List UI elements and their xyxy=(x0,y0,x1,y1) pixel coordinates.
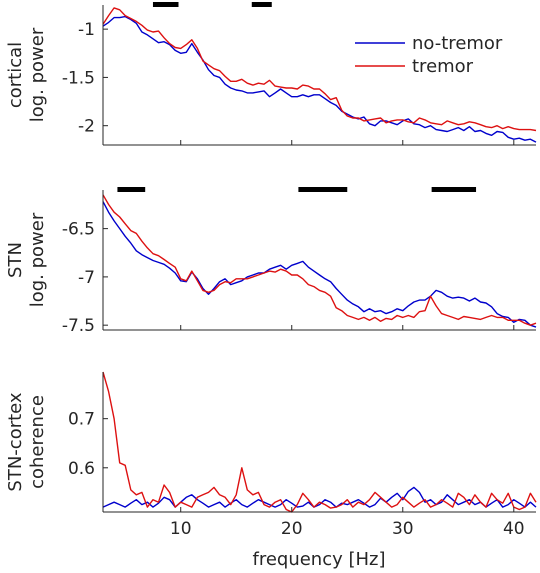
panel-coherence: STN-cortex coherence 0.6 0.7 10 20 30 40 fre… xyxy=(5,371,537,570)
significance-bar-stn-2 xyxy=(431,187,477,192)
x-ticks-stn xyxy=(180,325,515,330)
y-tick-label-cortical-2: -2 xyxy=(78,117,95,137)
series-line-cortical-tremor xyxy=(102,7,537,132)
y-ticks-cortical: -1 -1.5 -2 xyxy=(62,20,108,137)
series-line-cortical-no-tremor xyxy=(102,15,537,143)
y-tick-label-stn-2: -7.5 xyxy=(62,316,95,336)
x-tick-label-1: 20 xyxy=(281,519,303,539)
x-tick-label-0: 10 xyxy=(170,519,192,539)
legend: no-tremor tremor xyxy=(355,33,503,77)
ylabel-stn-line1: STN xyxy=(5,242,26,278)
x-tick-label-3: 40 xyxy=(503,519,525,539)
y-tick-label-stn-0: -6.5 xyxy=(62,220,95,240)
series-line-coherence-tremor xyxy=(102,371,537,513)
ylabel-coherence-line2: coherence xyxy=(27,395,48,489)
y-ticks-stn: -6.5 -7 -7.5 xyxy=(62,220,108,336)
significance-bars-cortical xyxy=(152,2,272,7)
panel-stn: STN log. power -6.5 -7 -7.5 xyxy=(5,187,537,336)
ylabel-cortical-line2: log. power xyxy=(27,27,48,122)
significance-bar-stn-1 xyxy=(298,187,348,192)
significance-bar-stn-0 xyxy=(117,187,146,192)
plot-area-cortical xyxy=(102,7,537,143)
y-tick-label-stn-1: -7 xyxy=(78,268,95,288)
series-line-stn-tremor xyxy=(102,194,537,326)
x-tick-label-2: 30 xyxy=(392,519,414,539)
y-tick-label-cortical-1: -1.5 xyxy=(62,68,95,88)
x-ticks-cortical xyxy=(180,140,515,145)
significance-bars-stn xyxy=(117,187,477,192)
ylabel-cortical-line1: cortical xyxy=(5,42,26,108)
panel-cortical: cortical log. power -1 -1.5 -2 no-tremor t… xyxy=(5,2,537,146)
y-tick-label-cortical-0: -1 xyxy=(78,20,95,40)
ylabel-stn-line2: log. power xyxy=(27,212,48,307)
plot-area-stn xyxy=(102,194,537,328)
y-tick-label-coherence-1: 0.7 xyxy=(68,410,95,430)
ylabel-coherence-line1: STN-cortex xyxy=(5,392,26,492)
x-axis-label: frequency [Hz] xyxy=(252,549,385,570)
legend-label-no-tremor: no-tremor xyxy=(412,33,503,54)
significance-bar-cortical-1 xyxy=(251,2,272,7)
legend-label-tremor: tremor xyxy=(412,56,474,77)
x-ticks-coherence: 10 20 30 40 xyxy=(170,507,525,539)
plot-area-coherence xyxy=(102,371,537,513)
y-ticks-coherence: 0.6 0.7 xyxy=(68,410,108,479)
significance-bar-cortical-0 xyxy=(152,2,179,7)
series-line-stn-no-tremor xyxy=(102,201,537,328)
y-tick-label-coherence-0: 0.6 xyxy=(68,459,95,479)
